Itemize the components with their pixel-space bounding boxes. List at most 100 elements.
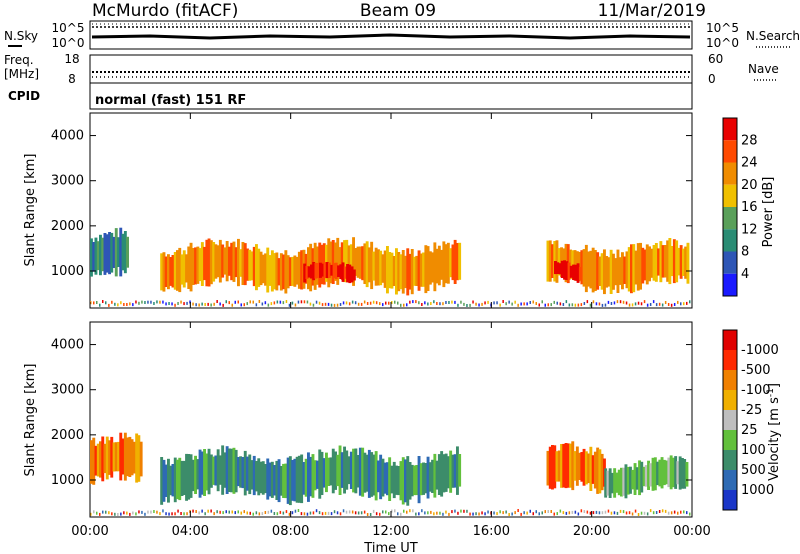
- power-scatter-cell: [428, 251, 432, 285]
- power-near-range-cell: [683, 302, 685, 306]
- power-scatter-cell: [334, 262, 338, 280]
- power-near-range-cell: [634, 302, 637, 306]
- velocity-scatter-cell: [656, 461, 659, 486]
- power-near-range-cell: [505, 302, 507, 306]
- power-scatter-cell: [250, 251, 254, 281]
- velocity-scatter-cell: [297, 455, 301, 503]
- power-near-range-cell: [252, 300, 254, 304]
- power-near-range-cell: [309, 302, 312, 306]
- power-scatter-cell: [312, 262, 316, 281]
- velocity-colorbar: -1000 -500 -100 -25 25 100 500 1000: [722, 329, 779, 511]
- power-scatter-cell: [572, 264, 575, 280]
- velocity-scatter-cell: [431, 459, 434, 493]
- power-near-range-cell: [487, 300, 489, 304]
- velocity-scatter-cell: [248, 454, 252, 495]
- velocity-scatter-cell: [548, 446, 552, 489]
- power-colorbar-swatch: [723, 140, 737, 163]
- velocity-near-range-cell: [339, 512, 342, 516]
- power-near-range-cell: [680, 302, 682, 306]
- power-scatter-cell: [228, 246, 231, 276]
- power-scatter-cell: [614, 258, 618, 286]
- power-near-range-cell: [264, 301, 267, 305]
- velocity-near-range-cell: [273, 512, 276, 515]
- velocity-colorbar-tick: -25: [741, 403, 762, 418]
- velocity-scatter-cell: [638, 460, 641, 496]
- power-scatter-cell: [399, 254, 403, 290]
- velocity-scatter-cell: [358, 447, 362, 496]
- cpid-text: normal (fast) 151 RF: [95, 93, 246, 108]
- power-scatter-cell: [440, 249, 444, 280]
- power-near-range-cell: [291, 301, 294, 305]
- velocity-near-range-cell: [460, 509, 462, 513]
- power-scatter-cell: [340, 242, 344, 280]
- velocity-near-range-cell: [586, 510, 589, 514]
- power-scatter-cell: [248, 249, 252, 281]
- date-title: 11/Mar/2019: [598, 1, 706, 21]
- power-near-range-cell: [445, 301, 447, 304]
- velocity-scatter-cell: [442, 454, 446, 493]
- power-scatter-cell: [189, 242, 193, 292]
- power-scatter-cell: [374, 247, 378, 286]
- power-near-range-cell: [689, 300, 691, 304]
- velocity-scatter-cell: [555, 451, 559, 482]
- velocity-scatter-cell: [171, 464, 175, 497]
- velocity-near-range-cell: [397, 512, 399, 516]
- power-scatter-cell: [212, 242, 216, 282]
- power-colorbar-frame: [722, 117, 738, 297]
- velocity-near-range-cell: [475, 512, 477, 516]
- velocity-near-range-cell: [102, 510, 104, 514]
- velocity-near-range-cell: [640, 511, 643, 515]
- xtick-label: 08:00: [272, 524, 309, 539]
- velocity-near-range-cell: [375, 512, 378, 516]
- velocity-scatter-cell: [417, 456, 421, 504]
- velocity-near-range-cell: [520, 512, 522, 516]
- power-scatter-cell: [261, 254, 265, 284]
- power-scatter-cell: [677, 247, 681, 276]
- velocity-scatter-cell: [313, 460, 317, 491]
- power-scatter-cell: [406, 248, 410, 296]
- velocity-near-range-cell: [550, 510, 552, 513]
- velocity-near-range-cell: [556, 512, 558, 516]
- power-scatter-cell: [682, 248, 685, 276]
- velocity-near-range-cell: [484, 512, 486, 516]
- power-near-range-cell: [514, 300, 516, 304]
- velocity-scatter-cell: [392, 461, 396, 499]
- velocity-near-range-cell: [312, 511, 315, 515]
- velocity-panel: Slant Range [km] 1000 2000 3000 4000 00:00 0…: [23, 113, 711, 554]
- velocity-near-range-cell: [333, 510, 336, 514]
- velocity-near-range-cell: [309, 511, 312, 515]
- velocity-near-range-cell: [424, 511, 426, 515]
- power-scatter-cell: [639, 242, 642, 290]
- power-near-range-cell: [159, 300, 161, 304]
- velocity-scatter-cell: [239, 456, 243, 488]
- power-near-range-cell: [174, 303, 176, 307]
- power-ytick-label: 1000: [51, 264, 84, 279]
- velocity-scatter-cell: [551, 445, 554, 490]
- velocity-scatter-cell: [582, 448, 586, 486]
- power-scatter-cell: [105, 234, 109, 273]
- velocity-scatter-cell: [101, 436, 105, 482]
- power-near-range-cell: [463, 302, 465, 306]
- power-scatter-cell: [607, 257, 611, 287]
- power-scatter-cell: [372, 251, 376, 281]
- power-scatter-cell: [679, 245, 683, 279]
- velocity-scatter-cell: [667, 457, 671, 488]
- velocity-near-range-cell: [237, 510, 239, 514]
- power-scatter-cell: [379, 250, 383, 286]
- power-scatter-cell: [627, 247, 631, 292]
- power-scatter-cell: [648, 246, 651, 282]
- power-scatter-cell: [328, 262, 331, 278]
- velocity-scatter-cell: [404, 459, 407, 503]
- power-scatter-cell: [178, 247, 182, 293]
- velocity-scatter-cell: [676, 461, 680, 485]
- velocity-scatter-cell: [660, 457, 664, 489]
- power-near-range-cell: [138, 301, 140, 305]
- velocity-near-range-cell: [655, 511, 658, 514]
- velocity-scatter-cell: [284, 463, 288, 499]
- velocity-near-range-cell: [448, 512, 450, 516]
- power-near-range-cell: [496, 301, 498, 305]
- power-colorbar-tick: 28: [741, 133, 758, 148]
- power-near-range-cell: [90, 301, 92, 305]
- velocity-scatter-cell: [560, 444, 563, 488]
- velocity-near-range-cell: [610, 511, 613, 515]
